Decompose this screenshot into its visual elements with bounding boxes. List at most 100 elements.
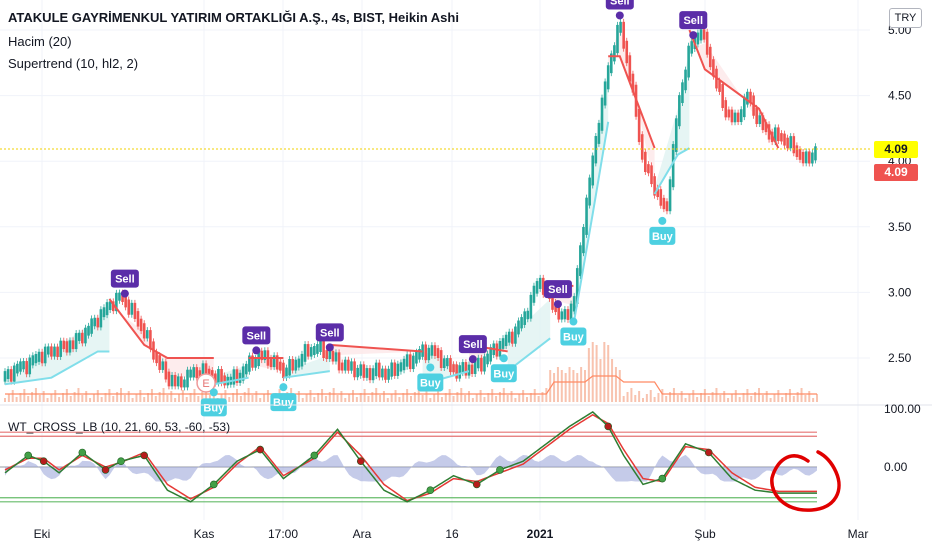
volume-bar bbox=[236, 389, 238, 402]
candle-down bbox=[727, 109, 731, 118]
candle-down bbox=[393, 362, 397, 376]
sell-marker bbox=[252, 346, 261, 355]
candle-up bbox=[53, 346, 56, 357]
candle-up bbox=[244, 363, 248, 375]
volume-bar bbox=[792, 396, 795, 402]
candle-up bbox=[68, 340, 72, 353]
candle-down bbox=[653, 176, 656, 196]
time-tick-label: Mar bbox=[848, 527, 869, 541]
buy-badge bbox=[490, 364, 517, 383]
volume-bar bbox=[100, 397, 103, 402]
volume-bar bbox=[23, 389, 26, 402]
sell-badge bbox=[543, 280, 572, 299]
volume-bar bbox=[224, 390, 227, 402]
volume-bar bbox=[711, 392, 714, 402]
volume-bar bbox=[595, 345, 598, 402]
time-tick-label: Eki bbox=[34, 527, 51, 541]
volume-bar bbox=[340, 391, 343, 402]
symbol-title[interactable]: ATAKULE GAYRİMENKUL YATIRIM ORTAKLIĞI A.… bbox=[8, 10, 459, 25]
supertrend-fill-up bbox=[5, 305, 110, 385]
candle-down bbox=[347, 359, 350, 371]
wt-oscillator bbox=[0, 410, 817, 503]
candle-up bbox=[804, 151, 808, 164]
candle-down bbox=[149, 330, 152, 350]
volume-bar bbox=[201, 392, 204, 402]
volume-bar bbox=[502, 388, 505, 402]
candle-down bbox=[214, 373, 217, 384]
volume-indicator-label[interactable]: Hacim (20) bbox=[8, 34, 72, 49]
volume-bar bbox=[518, 394, 521, 402]
volume-bar bbox=[522, 390, 525, 402]
volume-bar bbox=[433, 394, 436, 402]
oscillator-tick-label: 100.00 bbox=[884, 402, 921, 416]
volume-bar bbox=[116, 392, 119, 402]
volume-bar bbox=[429, 398, 432, 402]
sell-marker bbox=[553, 300, 562, 309]
candle-up bbox=[529, 294, 533, 319]
volume-bar bbox=[62, 393, 64, 402]
candle-down bbox=[50, 346, 53, 357]
candle-up bbox=[43, 346, 47, 364]
volume-bar bbox=[541, 392, 544, 402]
candle-up bbox=[575, 268, 579, 304]
candle-up bbox=[458, 365, 462, 379]
volume-bar bbox=[785, 393, 788, 402]
volume-bar bbox=[65, 389, 68, 402]
volume-bar bbox=[618, 370, 621, 402]
candle-up bbox=[523, 311, 526, 325]
candle-up bbox=[560, 311, 564, 320]
volume-bar bbox=[730, 394, 733, 402]
candle-down bbox=[167, 371, 171, 387]
candle-down bbox=[640, 134, 644, 160]
candle-up bbox=[681, 82, 684, 104]
buy-badge bbox=[200, 398, 227, 417]
volume-bar bbox=[816, 394, 818, 402]
candle-down bbox=[195, 367, 199, 379]
candle-up bbox=[102, 307, 106, 318]
oscillator-tick-label: 0.00 bbox=[884, 460, 908, 474]
candle-up bbox=[108, 301, 112, 311]
candle-down bbox=[408, 354, 412, 370]
wt-cross-dot bbox=[210, 480, 218, 489]
candle-down bbox=[331, 350, 335, 362]
volume-bar bbox=[108, 389, 111, 402]
candle-up bbox=[616, 24, 619, 54]
supertrend-indicator-label[interactable]: Supertrend (10, hl2, 2) bbox=[8, 56, 139, 71]
buy-label: Buy bbox=[203, 402, 225, 414]
volume-bar bbox=[468, 391, 470, 402]
volume-bar bbox=[614, 367, 617, 402]
wt-cross-indicator-label[interactable]: WT_CROSS_LB (10, 21, 60, 53, -60, -53) bbox=[8, 420, 231, 434]
signal-badges: Sell E Buy Sell Buy Sell Buy Sell Buy Sell Buy Sell… bbox=[110, 0, 708, 417]
candle-up bbox=[600, 97, 604, 131]
candle-up bbox=[99, 309, 103, 328]
wt-cross-dot bbox=[24, 451, 33, 460]
price-tick-label: 3.50 bbox=[888, 220, 912, 234]
candle-down bbox=[644, 151, 647, 173]
candle-up bbox=[161, 361, 165, 370]
sell-badge bbox=[679, 11, 708, 30]
volume-bar bbox=[727, 398, 730, 402]
candle-down bbox=[384, 368, 387, 380]
candle-down bbox=[424, 344, 427, 361]
wt-cross-dot bbox=[496, 466, 504, 474]
volume-bar bbox=[406, 389, 409, 402]
candle-up bbox=[473, 360, 477, 374]
candle-up bbox=[170, 374, 174, 387]
candle-down bbox=[718, 80, 721, 92]
volume-bar bbox=[112, 396, 115, 402]
currency-button[interactable]: TRY bbox=[889, 8, 922, 28]
volume-bar bbox=[212, 391, 215, 402]
candle-down bbox=[637, 108, 641, 143]
buy-label: Buy bbox=[563, 332, 585, 344]
candle-up bbox=[12, 365, 16, 382]
candle-up bbox=[814, 146, 817, 161]
candle-up bbox=[319, 340, 322, 352]
volume-bar bbox=[537, 396, 540, 402]
sell-label: Sell bbox=[247, 330, 267, 342]
candle-down bbox=[362, 364, 366, 378]
candle-down bbox=[786, 137, 789, 149]
buy-label: Buy bbox=[493, 368, 515, 380]
volume-bar bbox=[723, 391, 726, 402]
price-tick-label: 3.00 bbox=[888, 285, 912, 299]
